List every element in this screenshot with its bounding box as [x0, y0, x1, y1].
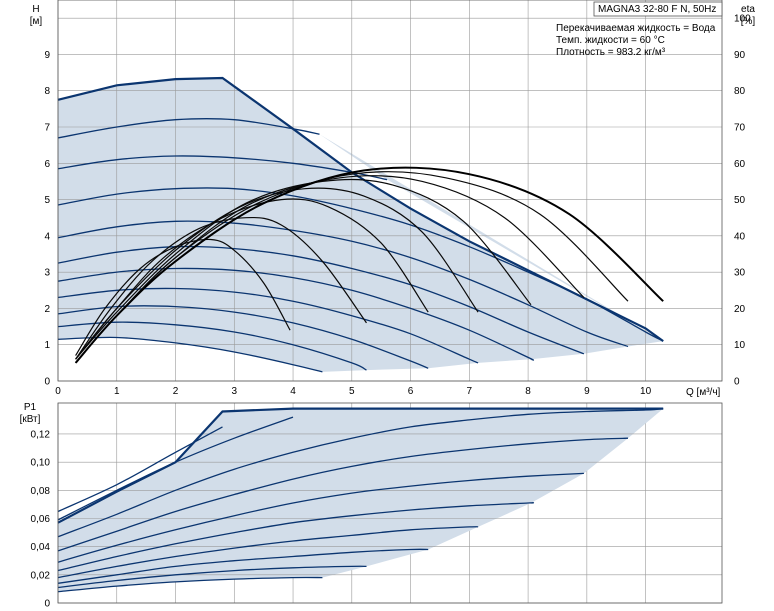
y-tick-label: 1 [44, 340, 50, 351]
y-tick-label: 8 [44, 86, 50, 97]
x-tick-label: 3 [232, 386, 238, 397]
y2-tick-label: 30 [734, 268, 746, 279]
p1-axis-unit: [кВт] [20, 414, 41, 425]
x-tick-label: 8 [525, 386, 531, 397]
y-tick-label: 7 [44, 123, 50, 134]
head-curve-7 [57, 220, 629, 348]
efficiency-curve-5 [75, 178, 532, 360]
y2-tick-label: 0 [734, 377, 740, 388]
bottom-plot-frame [57, 402, 723, 604]
head-curve-5 [57, 267, 535, 361]
p1-tick-label: 0 [44, 599, 50, 610]
y2-tick-label: 70 [734, 123, 746, 134]
y2-tick-label: 60 [734, 159, 746, 170]
p1-tick-label: 0,06 [31, 514, 51, 525]
note-temperature: Темп. жидкости = 60 °C [556, 35, 665, 46]
y2-axis-label: eta [741, 4, 755, 15]
y2-tick-label: 20 [734, 304, 746, 315]
efficiency-curve-1 [75, 238, 291, 356]
x-tick-label: 10 [640, 386, 652, 397]
power-curve-2 [57, 565, 367, 589]
y2-tick-label: 50 [734, 195, 746, 206]
head-curve-6 [57, 245, 585, 355]
y-tick-label: 6 [44, 159, 50, 170]
x-tick-label: 7 [467, 386, 473, 397]
x-tick-label: 9 [584, 386, 590, 397]
note-fluid: Перекачиваемая жидкость = Вода [556, 23, 716, 34]
chart-title-box: MAGNA3 32-80 F N, 50Hz [593, 1, 723, 17]
p1-tick-label: 0,12 [31, 429, 51, 440]
p1-tick-label: 0,04 [31, 542, 51, 553]
head-curve-10 [57, 118, 320, 139]
note-density: Плотность = 983.2 кг/м³ [556, 47, 666, 58]
y2-tick-label: 10 [734, 340, 746, 351]
power-plot: 0 0,02 0,04 0,06 0,08 0,10 0,12 [31, 402, 723, 610]
p1-tick-label: 0,10 [31, 458, 51, 469]
power-curve-4 [57, 526, 479, 579]
y2-tick-label: 90 [734, 50, 746, 61]
x-tick-label: 6 [408, 386, 414, 397]
y-axis-label: H [32, 4, 39, 15]
head-curve-2 [57, 321, 367, 371]
p1-axis-label: P1 [24, 402, 37, 413]
p1-tick-label: 0,08 [31, 486, 51, 497]
y-tick-label: 5 [44, 195, 50, 206]
top-plot-frame [57, 0, 723, 382]
power-curve-6 [57, 472, 584, 563]
p1-tick-label: 0,02 [31, 570, 51, 581]
x-tick-label: 2 [173, 386, 179, 397]
x-tick-label: 0 [55, 386, 61, 397]
y-tick-label: 4 [44, 231, 50, 242]
x-tick-label: 4 [290, 386, 296, 397]
y2-tick-label: 100 [734, 14, 751, 25]
y-tick-label: 0 [44, 377, 50, 388]
power-operating-area [58, 408, 664, 592]
y-tick-label: 9 [44, 50, 50, 61]
power-curve-1 [57, 576, 323, 593]
power-curve-5 [57, 502, 535, 572]
power-curve-3 [57, 548, 429, 584]
x-tick-label: 1 [114, 386, 120, 397]
x-tick-label: 5 [349, 386, 355, 397]
head-efficiency-plot: 0 1 2 3 4 5 6 7 8 9 100123456789010203040506070809… [44, 0, 751, 397]
y2-tick-label: 40 [734, 231, 746, 242]
chart-title: MAGNA3 32-80 F N, 50Hz [598, 4, 716, 15]
y2-tick-label: 80 [734, 86, 746, 97]
power-curve-8 [57, 407, 664, 538]
y-tick-label: 3 [44, 268, 50, 279]
fluid-notes: Перекачиваемая жидкость = Вода Темп. жид… [556, 23, 716, 58]
y-tick-label: 2 [44, 304, 50, 315]
power-curve-10 [57, 426, 223, 513]
x-axis-label: Q [м³/ч] [686, 387, 721, 398]
head-curve-1 [57, 336, 323, 373]
y2-axis-unit: [%] [741, 16, 756, 27]
efficiency-curve-2 [75, 216, 367, 360]
power-curve-7 [57, 437, 629, 552]
efficiency-curve-8 [74, 166, 664, 364]
y-axis-unit: [м] [30, 16, 43, 27]
max-power-curve [57, 407, 664, 524]
